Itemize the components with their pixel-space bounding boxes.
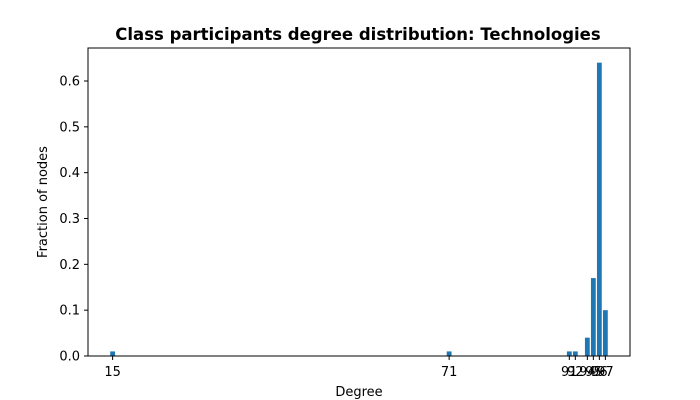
x-tick-label: 97 <box>597 365 614 380</box>
y-tick-label: 0.3 <box>59 212 80 227</box>
x-tick-label: 92 <box>567 365 584 380</box>
chart-title: Class participants degree distribution: … <box>115 25 601 44</box>
x-tick-label: 96 <box>591 365 608 380</box>
y-axis-label: Fraction of nodes <box>36 146 51 258</box>
bar-degree-71 <box>446 351 452 356</box>
bars-group <box>110 62 608 357</box>
x-tick-label: 95 <box>585 365 602 380</box>
y-tick-label: 0.0 <box>59 350 80 365</box>
bar-degree-15 <box>110 351 116 356</box>
x-tick-label: 91 <box>561 365 578 380</box>
x-tick-label: 94 <box>579 365 596 380</box>
x-tick-label: 71 <box>441 365 458 380</box>
x-tick-label: 15 <box>104 365 121 380</box>
plot-frame <box>87 47 631 357</box>
y-tick-label: 0.5 <box>59 120 80 135</box>
bar-degree-96 <box>596 62 602 357</box>
bar-degree-94 <box>584 337 590 356</box>
bar-degree-97 <box>602 310 608 356</box>
y-tick-label: 0.4 <box>59 166 80 181</box>
y-ticks: 0.0 0.1 0.2 0.3 0.4 0.5 0.6 <box>59 75 88 365</box>
bar-degree-91 <box>566 351 572 356</box>
y-tick-label: 0.1 <box>59 304 80 319</box>
x-axis-label: Degree <box>335 385 382 400</box>
bar-degree-95 <box>590 278 596 356</box>
y-tick-label: 0.2 <box>59 258 80 273</box>
bar-degree-92 <box>572 351 578 356</box>
y-tick-label: 0.6 <box>59 75 80 90</box>
